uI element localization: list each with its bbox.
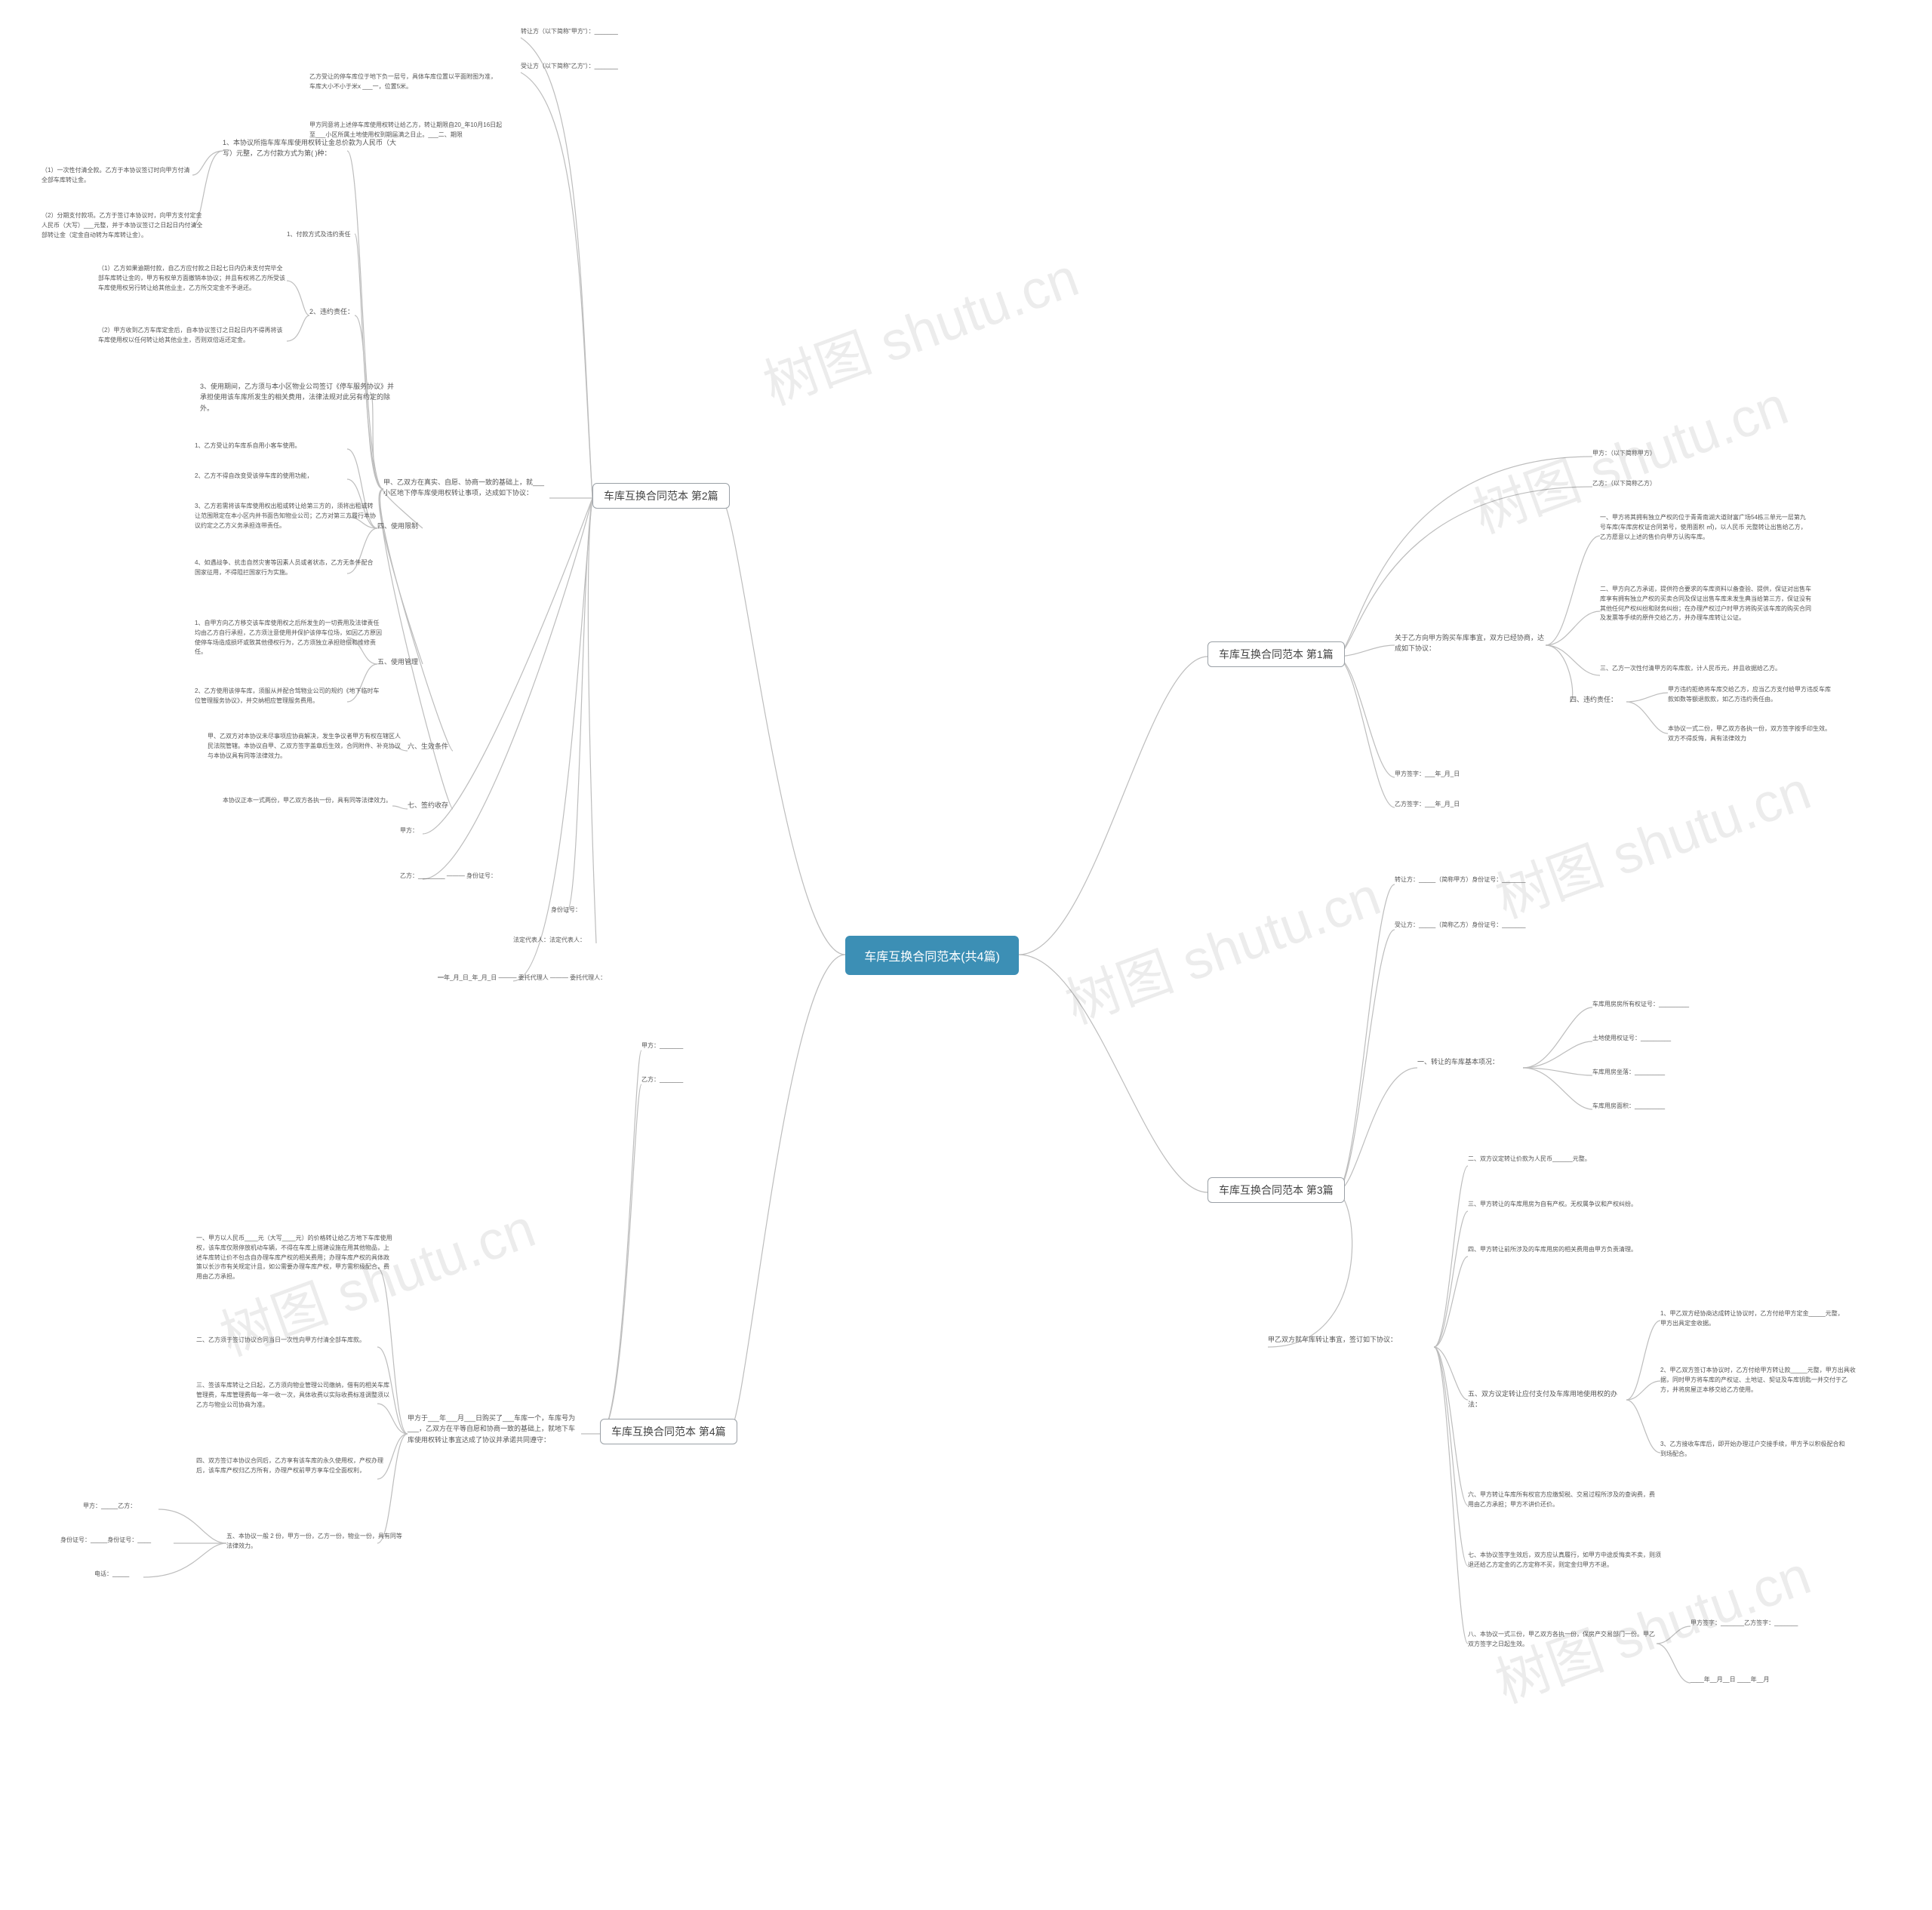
leaf-p2_br_a: （1）乙方如果逾期付款，自乙方应付款之日起七日内仍未支付完毕全部车库转让金的，甲… — [98, 264, 287, 293]
leaf-p1_sb: 乙方签字：___年_月_日 — [1395, 800, 1460, 810]
leaf-p2_rep: 法定代表人：法定代表人： — [513, 936, 586, 946]
center-node: 车库互换合同范本(共4篇) — [845, 936, 1019, 975]
sub-p2_intro: 甲、乙双方在真实、自愿、协商一致的基础上，就___小区地下停车库使用权转让事项，… — [383, 477, 549, 499]
sub-p2_s2: 2、违约责任： — [309, 306, 354, 317]
branch-b2: 车库互换合同范本 第2篇 — [592, 483, 730, 509]
leaf-p1_1: 一、甲方将其拥有独立产权的位于青青南湖大道财富广场54栋三单元一层第九号车库(车… — [1600, 513, 1811, 542]
leaf-p4_1: 一、甲方以人民币____元（大写____元）的价格转让给乙方地下车库使用权，该车… — [196, 1234, 392, 1282]
leaf-p3_s8r: 甲方签字：_______乙方签字：_______ — [1690, 1619, 1798, 1629]
leaf-p2_u2: 2、乙方不得自改变受该停车库的使用功能， — [195, 472, 312, 481]
sub-p2_s3: 3、使用期间，乙方须与本小区物业公司签订《停车服务协议》并承担使用该车库所发生的… — [200, 381, 396, 414]
leaf-p2_date: ━年_月_日_年_月_日 ——— 委托代理人 ——— 委托代理人： — [438, 973, 606, 983]
leaf-p2_id: 身份证号： — [551, 906, 581, 915]
sub-p3_s5: 五、双方议定转让应付支付及车库用地使用权的办法： — [1468, 1389, 1626, 1410]
leaf-p4_5: 五、本协议一般 2 份，甲方一份，乙方一份，物业一份，具有同等法律效力。 — [226, 1532, 408, 1552]
sub-p2_s1: 1、本协议所指车库车库使用权转让金总价款为人民币（大写）元整，乙方付款方式为第(… — [223, 137, 396, 159]
leaf-p2_cop: 本协议正本一式两份，甲乙双方各执一份，具有同等法律效力。 — [223, 796, 392, 806]
sub-p3_s1: 一、转让的车库基本项况： — [1417, 1056, 1499, 1067]
leaf-p4_sig1: 甲方：_____乙方： — [83, 1502, 136, 1512]
leaf-p2_pay1: （1）一次性付清全款。乙方于本协议签订时向甲方付清全部车库转让金。 — [42, 166, 192, 186]
leaf-p4_3: 三、签该车库转让之日起，乙方须向物业管理公司缴纳，借有的相关车库管理费，车库管理… — [196, 1381, 392, 1410]
branch-b1: 车库互换合同范本 第1篇 — [1208, 641, 1345, 667]
sub-p2_s7: 七、签约收存 — [408, 800, 448, 810]
leaf-p2_eff: 甲、乙双方对本协议未尽事项应协商解决，发生争议者甲方有权在辖区人民法院管辖。本协… — [208, 732, 404, 761]
leaf-p3_3: 三、甲方转让的车库用房为自有产权。无权属争议和产权纠纷。 — [1468, 1200, 1637, 1210]
leaf-p2_br1: 1、付款方式及违约责任 — [287, 230, 350, 240]
branch-b3: 车库互换合同范本 第3篇 — [1208, 1177, 1345, 1203]
watermark-4: 树图 shutu.cn — [1483, 746, 1820, 933]
sub-p2_s6: 六、生效条件 — [408, 741, 448, 752]
leaf-p2_pay2: （2）分期支付款项。乙方于签订本协议时，向甲方支付定金人民币（大写）___元整，… — [42, 211, 208, 240]
leaf-p1_sa: 甲方签字：___年_月_日 — [1395, 770, 1460, 780]
leaf-p4_b: 乙方：_______ — [641, 1075, 683, 1085]
leaf-p3_2: 二、双方议定转让价款为人民币______元整。 — [1468, 1155, 1591, 1164]
leaf-p1_4a: 甲方违约拒绝将车库交给乙方，应当乙方支付给甲方违反车库款如数等额退款款，如乙方违… — [1668, 685, 1834, 705]
leaf-p2_u4: 4、如遇战争、抗击自然灾害等因素人员或者状态，乙方无条件配合国家征用，不得阻拦国… — [195, 558, 376, 578]
leaf-p3_c1: 车库用房房所有权证号：_________ — [1592, 1000, 1689, 1010]
leaf-p4_a: 甲方：_______ — [641, 1041, 683, 1051]
leaf-p1_2: 二、甲方向乙方承诺，提供符合要求的车库资料以备查验、提供，保证对出售车库享有拥有… — [1600, 585, 1811, 623]
leaf-p3_6: 六、甲方转让车库所有权官方应缴契税、交易过程所涉及的查询费，费用由乙方承担；甲方… — [1468, 1490, 1657, 1510]
leaf-p2_br_b: （2）甲方收到乙方车库定金后，自本协议签订之日起日内不得再将该车库使用权以任何转… — [98, 326, 287, 346]
mindmap-canvas: 车库互换合同范本(共4篇) 树图 shutu.cn 树图 shutu.cn 树图 s… — [0, 0, 1932, 1910]
leaf-p1_3: 三、乙方一次性付清甲方的车库款，计人民币元，并且收据给乙方。 — [1600, 664, 1781, 674]
leaf-p3_date: ____年__月__日 ____年__月 — [1690, 1675, 1770, 1685]
leaf-p2_l1: 乙方受让的停车库位于地下负一层号，具体车库位置以平面附图为准，车库大小不小于米x… — [309, 72, 498, 92]
leaf-p3_c4: 车库用房面积：_________ — [1592, 1102, 1665, 1112]
sub-p3_body: 甲乙双方就车库转让事宜，签订如下协议： — [1268, 1334, 1397, 1345]
leaf-p4_2: 二、乙方须于签订协议合同当日一次性向甲方付清全部车库款。 — [196, 1336, 365, 1346]
leaf-p1_a: 甲方：（以下简称甲方） — [1592, 449, 1656, 459]
leaf-p3_a: 转让方：_____（简称甲方）身份证号：_______ — [1395, 875, 1525, 885]
leaf-p3_7: 七、本协议签字生效后，双方应认真履行，如甲方中途反悔卖不卖，则须退还给乙方定金的… — [1468, 1551, 1664, 1570]
sub-p2_s4: 四、使用限制 — [377, 521, 418, 531]
leaf-p3_5c: 3、乙方接收车库后，即开始办理过户交接手续，甲方予以积极配合和到场配合。 — [1660, 1440, 1849, 1459]
leaf-p2_t2: 受让方（以下简称"乙方"）：_______ — [521, 62, 618, 72]
sub-p1_intro: 关于乙方向甲方购买车库事宜，双方已经协商，达成如下协议： — [1395, 632, 1546, 654]
leaf-p3_5b: 2、甲乙双方签订本协议时，乙方付给甲方转让款_____元整，甲方出具收据，同时甲… — [1660, 1366, 1857, 1395]
watermark-2: 树图 shutu.cn — [1053, 852, 1389, 1039]
leaf-p2_sig_b: 乙方：________ ——— 身份证号： — [400, 872, 497, 881]
leaf-p4_4: 四、双方签订本协议合同后，乙方享有该车库的永久使用权，产权办理后，该车库产权归乙… — [196, 1456, 392, 1476]
leaf-p2_m1: 1、自甲方向乙方移交该车库使用权之后所发生的一切费用及法律责任均由乙方自行承担，… — [195, 619, 383, 657]
leaf-p2_u1: 1、乙方受让的车库系自用小客车使用。 — [195, 441, 300, 451]
leaf-p2_t1: 转让方（以下简称"甲方"）：_______ — [521, 27, 618, 37]
leaf-p1_4b: 本协议一式二份，甲乙双方各执一份，双方签字按手印生效。双方不得反悔，具有法律效力 — [1668, 724, 1834, 744]
sub-p1_s4: 四、违约责任： — [1570, 694, 1617, 705]
leaf-p3_5a: 1、甲乙双方经协商达成转让协议时，乙方付给甲方定金_____元整，甲方出具定金收… — [1660, 1309, 1849, 1329]
sub-p4_intro: 甲方于___年___月___日购买了___车库一个，车库号为___，乙双方在平等… — [408, 1413, 581, 1445]
leaf-p3_c2: 土地使用权证号：_________ — [1592, 1034, 1671, 1044]
leaf-p4_sig3: 电话：_____ — [94, 1570, 129, 1579]
leaf-p2_l2: 甲方同意将上述停车库使用权转让给乙方，转让期限自20_年10月16日起至___小… — [309, 121, 506, 140]
sub-p2_s5: 五、使用管理 — [377, 657, 418, 667]
leaf-p3_4: 四、甲方转让前所涉及的车库用房的相关费用由甲方负责清理。 — [1468, 1245, 1637, 1255]
leaf-p3_b: 受让方：_____（简称乙方）身份证号：_______ — [1395, 921, 1525, 930]
watermark-0: 树图 shutu.cn — [751, 233, 1088, 420]
leaf-p3_8: 八、本协议一式三份，甲乙双方各执一份，保房产交易部门一份。甲乙双方签字之日起生效… — [1468, 1630, 1657, 1650]
branch-b4: 车库互换合同范本 第4篇 — [600, 1419, 737, 1444]
leaf-p3_c3: 车库用房坐落：_________ — [1592, 1068, 1665, 1078]
leaf-p1_b: 乙方：（以下简称乙方） — [1592, 479, 1656, 489]
leaf-p4_sig2: 身份证号：_____身份证号：____ — [60, 1536, 151, 1546]
leaf-p2_sig_a: 甲方： — [400, 826, 418, 836]
leaf-p2_u3: 3、乙方若需将该车库使用权出租或转让给第三方的，须将出租或转让范围限定在本小区内… — [195, 502, 376, 531]
leaf-p2_m2: 2、乙方使用该停车库，须服从并配合驾物业公司的规约《地下临时车位管理服务协议》，… — [195, 687, 383, 706]
